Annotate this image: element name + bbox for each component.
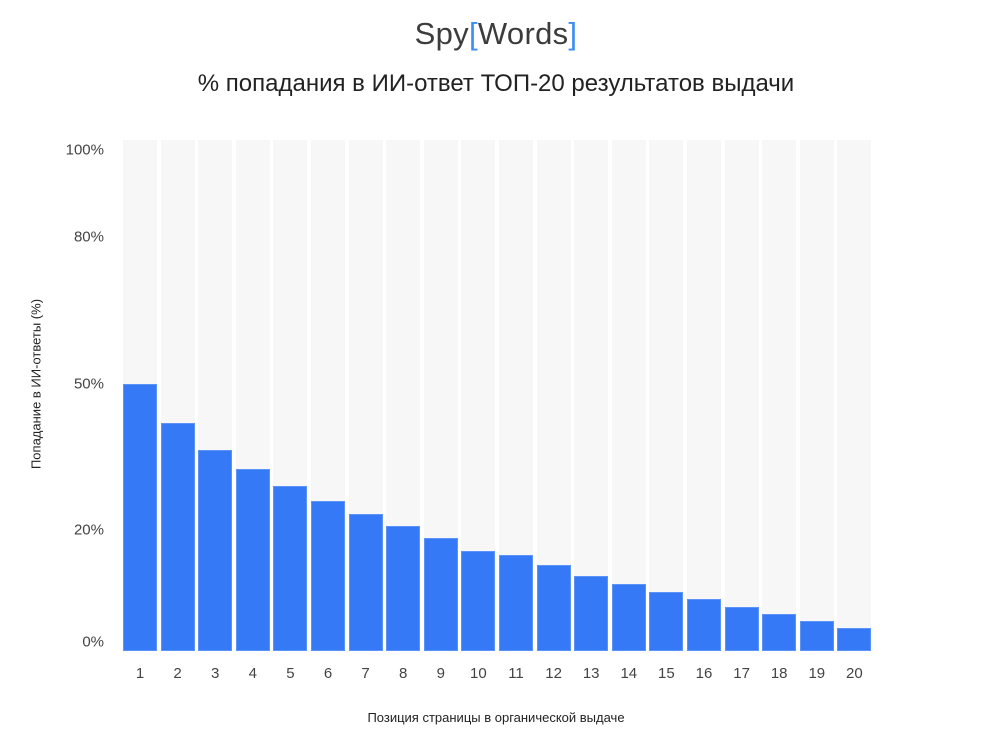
bar-column-background: [311, 140, 345, 651]
x-tick-label: 8: [399, 665, 408, 682]
plot-area: [123, 140, 875, 651]
x-axis-label: Позиция страницы в органической выдаче: [367, 710, 625, 725]
bar: [235, 469, 270, 651]
bar: [724, 606, 759, 651]
bar: [461, 550, 496, 651]
bar: [348, 513, 383, 651]
bar: [198, 449, 233, 651]
bar-column-background: [724, 140, 759, 651]
x-tick-label: 2: [173, 665, 182, 682]
bar: [762, 614, 797, 651]
brand-prefix: Spy: [414, 16, 469, 51]
bar: [574, 575, 609, 651]
bar: [386, 526, 421, 651]
x-tick-label: 16: [695, 665, 713, 682]
x-tick-label: 7: [361, 665, 370, 682]
y-tick-label: 80%: [73, 228, 104, 246]
bar: [536, 564, 571, 651]
brand-logo: Spy[Words]: [0, 16, 992, 52]
x-tick-label: 20: [846, 665, 863, 682]
x-tick-label: 15: [658, 665, 675, 682]
x-tick-label: 6: [323, 665, 333, 682]
x-tick-label: 19: [808, 665, 826, 682]
y-tick-label: 20%: [73, 521, 104, 539]
bar: [611, 583, 646, 651]
brand-name: Words: [477, 16, 569, 51]
bar-column-background: [273, 140, 308, 651]
bar-column-background: [611, 140, 646, 651]
brand-bracket-close: ]: [568, 16, 578, 51]
x-tick-label: 12: [545, 665, 562, 682]
x-tick-label: 5: [286, 665, 295, 682]
bar-column-background: [123, 140, 157, 651]
bar: [160, 422, 195, 651]
y-tick-label: 100%: [65, 141, 104, 159]
x-tick-label: 9: [436, 665, 445, 682]
bar: [123, 384, 157, 651]
brand-bracket-open: [: [468, 16, 478, 51]
bar-column-background: [386, 140, 421, 651]
bar-column-background: [574, 140, 609, 651]
y-axis-label: Попадание в ИИ-ответы (%): [28, 298, 44, 470]
bar-column-background: [160, 140, 195, 651]
bar: [499, 555, 533, 651]
y-tick-label: 0%: [82, 633, 104, 651]
x-tick-label: 4: [248, 665, 257, 682]
x-tick-label: 3: [211, 665, 220, 682]
x-tick-label: 17: [733, 665, 750, 682]
bar: [273, 486, 308, 651]
bar-column-background: [762, 140, 797, 651]
bar-column-background: [198, 140, 233, 651]
x-tick-label: 14: [620, 665, 638, 682]
x-tick-label: 10: [470, 665, 487, 682]
bar-column-background: [687, 140, 721, 651]
x-tick-label: 11: [508, 665, 524, 682]
x-tick-label: 18: [770, 665, 788, 682]
bar-column-background: [837, 140, 872, 651]
bar: [799, 620, 834, 651]
x-tick-label: 13: [582, 665, 600, 682]
bar: [687, 598, 721, 651]
y-tick-label: 50%: [73, 375, 104, 393]
bar: [649, 591, 684, 651]
bar-column-background: [649, 140, 684, 651]
bar: [423, 537, 458, 651]
bar-column-background: [536, 140, 571, 651]
bar-column-background: [799, 140, 834, 651]
bar-column-background: [499, 140, 533, 651]
bar-column-background: [423, 140, 458, 651]
x-tick-label: 1: [135, 665, 145, 682]
bar: [311, 500, 345, 651]
bar: [837, 628, 872, 651]
bar-column-background: [461, 140, 496, 651]
bar-column-background: [348, 140, 383, 651]
chart-title: % попадания в ИИ-ответ ТОП-20 результато…: [197, 70, 795, 97]
bar-column-background: [235, 140, 270, 651]
